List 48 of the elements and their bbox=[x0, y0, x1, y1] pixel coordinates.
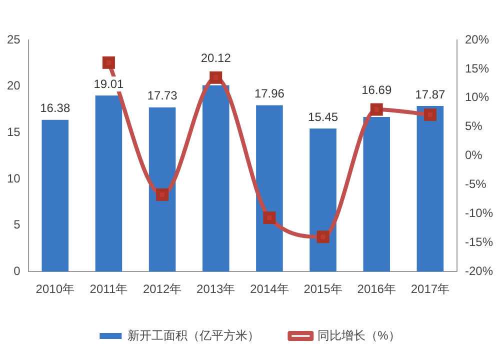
point bbox=[102, 56, 115, 69]
x-tick-label: 2011年 bbox=[90, 282, 128, 296]
data-label: 17.87 bbox=[415, 87, 446, 102]
point bbox=[316, 230, 330, 244]
y-tick-label: 0 bbox=[14, 264, 21, 278]
y-tick-label: 5 bbox=[14, 218, 21, 232]
data-label: 16.69 bbox=[362, 82, 392, 97]
point bbox=[370, 103, 383, 116]
y-tick-label: 15 bbox=[6, 124, 21, 139]
data-label: 20.12 bbox=[200, 50, 232, 65]
point bbox=[424, 108, 436, 121]
bar bbox=[256, 105, 283, 272]
y2-tick-label: -10% bbox=[464, 206, 494, 220]
y2-tick-label: -5% bbox=[464, 177, 487, 192]
data-label: 16.38 bbox=[40, 101, 70, 116]
bar bbox=[363, 116, 390, 272]
y2-tick-label: 10% bbox=[464, 90, 490, 104]
data-label: 17.96 bbox=[254, 86, 285, 101]
x-tick-label: 2010年 bbox=[36, 282, 74, 296]
legend-label: 同比增长（%） bbox=[318, 328, 400, 342]
bar bbox=[202, 85, 230, 272]
y-tick-label: 20 bbox=[6, 78, 21, 93]
bar bbox=[95, 95, 122, 272]
y-tick-label: 25 bbox=[6, 32, 21, 46]
y2-tick-label: 5% bbox=[464, 119, 483, 134]
data-label: 15.45 bbox=[308, 110, 338, 124]
x-tick-label: 2016年 bbox=[357, 282, 396, 296]
bar bbox=[42, 120, 69, 272]
y2-tick-label: 20% bbox=[464, 32, 490, 46]
y2-tick-label: 0% bbox=[464, 148, 483, 162]
bar bbox=[148, 107, 176, 272]
bar bbox=[416, 106, 444, 272]
data-label: 19.01 bbox=[94, 76, 124, 91]
point bbox=[156, 188, 169, 201]
y2-tick-label: 15% bbox=[464, 61, 490, 76]
x-tick-label: 2015年 bbox=[304, 282, 342, 296]
y-tick-label: 10 bbox=[6, 171, 21, 186]
point bbox=[263, 212, 276, 224]
x-tick-label: 2012年 bbox=[142, 282, 182, 296]
legend-label: 新开工面积（亿平方米） bbox=[128, 328, 260, 342]
point bbox=[210, 71, 222, 84]
x-tick-label: 2013年 bbox=[196, 282, 236, 296]
y2-tick-label: -20% bbox=[464, 264, 494, 278]
bar bbox=[310, 128, 336, 272]
x-tick-label: 2017年 bbox=[410, 282, 450, 296]
data-label: 17.73 bbox=[147, 88, 178, 103]
x-tick-label: 2014年 bbox=[250, 282, 289, 296]
y2-tick-label: -15% bbox=[464, 234, 494, 249]
